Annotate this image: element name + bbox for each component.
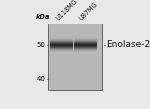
Bar: [50, 48, 73, 49]
Bar: [74, 43, 97, 44]
Bar: [50, 51, 73, 52]
Bar: [50, 38, 73, 39]
Bar: [74, 38, 97, 39]
Bar: [74, 46, 97, 47]
Bar: [74, 47, 97, 48]
Bar: [50, 45, 73, 46]
Text: U118MG: U118MG: [55, 0, 78, 22]
Bar: [50, 39, 73, 40]
Bar: [50, 43, 73, 44]
Bar: [74, 48, 97, 49]
Bar: [49, 24, 102, 90]
Bar: [74, 51, 97, 52]
Text: U87MG: U87MG: [78, 1, 99, 22]
Bar: [48, 24, 102, 90]
Bar: [74, 50, 97, 51]
Bar: [50, 41, 73, 42]
Bar: [74, 39, 97, 40]
Bar: [74, 49, 97, 50]
Bar: [50, 42, 73, 43]
Bar: [50, 50, 73, 51]
Text: Enolase-2: Enolase-2: [106, 40, 150, 49]
Bar: [74, 42, 97, 43]
Bar: [74, 45, 97, 46]
Bar: [50, 49, 73, 50]
Text: kDa: kDa: [36, 14, 50, 20]
Bar: [50, 40, 73, 41]
Bar: [74, 41, 97, 42]
Bar: [50, 46, 73, 47]
Text: 50: 50: [37, 42, 45, 48]
Bar: [74, 44, 97, 45]
Text: 40: 40: [37, 76, 45, 82]
Bar: [50, 47, 73, 48]
Bar: [74, 40, 97, 41]
Bar: [50, 44, 73, 45]
